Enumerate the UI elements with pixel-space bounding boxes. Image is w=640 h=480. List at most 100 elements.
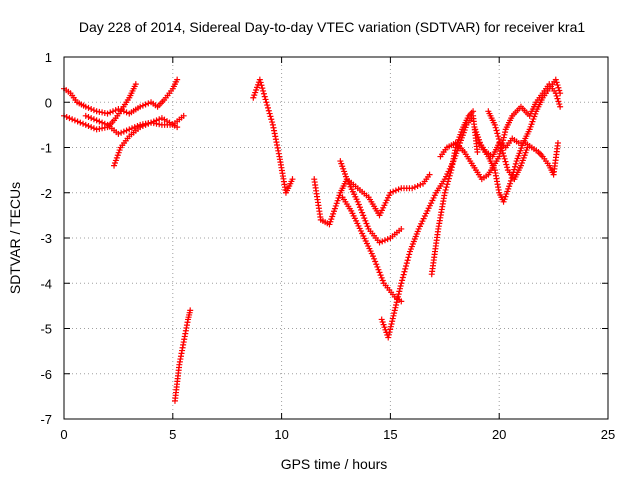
data-point <box>406 251 413 258</box>
data-point <box>112 107 119 114</box>
data-point <box>90 125 97 132</box>
data-point <box>82 121 89 128</box>
data-point <box>500 134 507 141</box>
data-point <box>99 119 106 126</box>
data-point <box>330 210 337 217</box>
data-point <box>500 152 507 159</box>
data-point <box>442 186 449 193</box>
data-point <box>496 150 503 157</box>
data-point <box>379 238 386 245</box>
data-point <box>417 181 424 188</box>
data-point <box>88 115 95 122</box>
data-point <box>260 90 267 97</box>
data-point <box>364 223 371 230</box>
data-point <box>392 187 399 194</box>
data-point <box>335 195 342 202</box>
data-point <box>96 118 103 125</box>
data-point <box>403 262 410 269</box>
y-tick-label: -6 <box>40 367 52 382</box>
data-point <box>470 108 477 115</box>
data-point <box>85 123 92 130</box>
data-point <box>66 115 73 122</box>
y-tick-label: -3 <box>40 231 52 246</box>
data-point <box>331 205 338 212</box>
data-point <box>389 315 396 322</box>
data-point <box>493 127 500 134</box>
data-point <box>498 144 505 151</box>
data-point <box>394 296 401 303</box>
data-point <box>399 274 406 281</box>
data-point <box>403 260 410 267</box>
data-point <box>69 116 76 123</box>
data-point <box>85 113 92 120</box>
data-point <box>395 293 402 300</box>
data-point <box>556 101 563 108</box>
data-point <box>399 277 406 284</box>
data-point <box>554 95 561 102</box>
data-point <box>381 237 388 244</box>
data-point <box>115 130 122 137</box>
data-point <box>557 90 564 97</box>
data-point <box>82 103 89 110</box>
data-point <box>331 208 338 215</box>
series-track-4 <box>111 115 181 169</box>
data-point <box>404 257 411 264</box>
series-track-15 <box>485 108 531 183</box>
data-point <box>187 307 194 314</box>
data-point <box>384 236 391 243</box>
data-point <box>491 121 498 128</box>
data-point <box>401 268 408 275</box>
data-point <box>174 76 181 83</box>
data-point <box>405 254 412 261</box>
series-track-10 <box>378 112 481 341</box>
data-point <box>355 201 362 208</box>
data-point <box>474 149 481 156</box>
chart-title: Day 228 of 2014, Sidereal Day-to-day VTE… <box>79 19 585 35</box>
data-point <box>118 129 125 136</box>
data-point <box>104 110 111 117</box>
data-point <box>256 76 263 83</box>
data-point <box>139 123 146 130</box>
data-point <box>555 98 562 105</box>
x-tick-label: 25 <box>601 427 615 442</box>
data-point <box>63 113 70 120</box>
data-point <box>289 176 296 183</box>
data-series <box>61 76 564 404</box>
data-point <box>492 124 499 131</box>
data-point <box>387 189 394 196</box>
data-point <box>371 255 378 262</box>
x-tick-label: 0 <box>60 427 67 442</box>
data-point <box>497 141 504 148</box>
data-point <box>90 116 97 123</box>
data-point <box>90 107 97 114</box>
data-point <box>132 81 139 88</box>
series-track-14 <box>476 135 561 178</box>
data-point <box>142 121 149 128</box>
data-point <box>402 265 409 272</box>
data-point <box>557 103 564 110</box>
data-point <box>556 87 563 94</box>
data-point <box>137 103 144 110</box>
data-point <box>495 133 502 140</box>
data-point <box>387 323 394 330</box>
data-point <box>261 93 268 100</box>
data-point <box>363 220 370 227</box>
data-point <box>396 288 403 295</box>
data-point <box>504 164 511 171</box>
data-point <box>555 84 562 91</box>
data-point <box>409 185 416 192</box>
data-point <box>358 206 365 213</box>
data-point <box>257 79 264 86</box>
data-point <box>390 188 397 195</box>
data-point <box>390 312 397 319</box>
data-point <box>391 307 398 314</box>
data-point <box>333 200 340 207</box>
y-tick-label: 0 <box>45 95 52 110</box>
series-track-5 <box>171 307 194 404</box>
data-point <box>123 127 130 134</box>
data-point <box>258 82 265 89</box>
data-point <box>369 253 376 260</box>
data-point <box>376 269 383 276</box>
data-point <box>398 225 405 232</box>
data-point <box>443 184 450 191</box>
